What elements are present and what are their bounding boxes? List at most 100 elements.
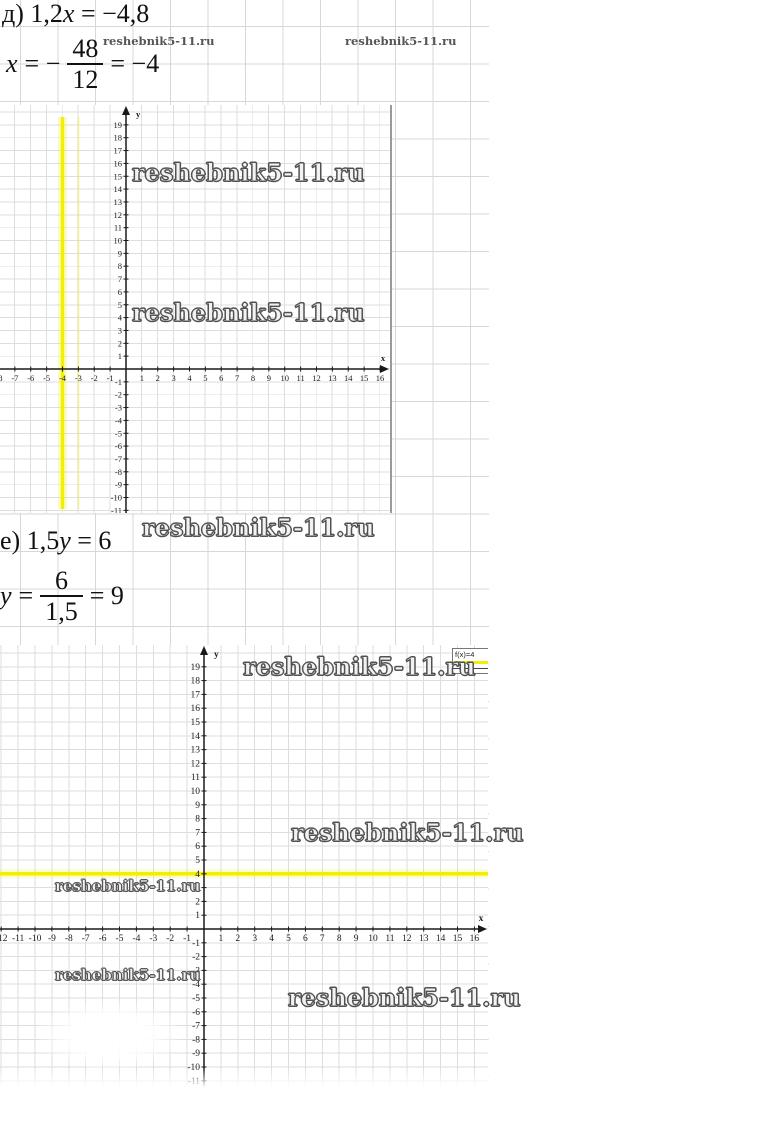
watermark: reshebnik5-11.ru (132, 158, 366, 188)
y-tick-label: 6 (118, 287, 122, 297)
y-tick-label: 16 (114, 158, 123, 168)
statement-prefix: д) 1,2 (2, 0, 63, 28)
x-tick-label: -4 (59, 373, 67, 383)
y-tick-label: 7 (118, 274, 122, 284)
graph-y-equals-4: -12-11-10-9-8-7-6-5-4-3-2-11234567891011… (0, 645, 488, 1090)
y-tick-label: 17 (191, 690, 201, 700)
x-tick-label: -2 (166, 934, 174, 944)
y-tick-label: -4 (115, 415, 123, 425)
y-tick-label: -10 (111, 493, 122, 503)
y-tick-label: -11 (188, 1077, 201, 1087)
y-tick-label: 12 (191, 759, 201, 769)
statement-suffix: = 6 (70, 526, 112, 555)
x-tick-label: -8 (0, 373, 3, 383)
x-tick-label: -7 (82, 934, 90, 944)
y-tick-label: 10 (114, 236, 123, 246)
equation-line (0, 872, 488, 876)
y-tick-label: -4 (192, 980, 200, 990)
x-tick-label: 16 (470, 934, 480, 944)
y-tick-label: 14 (114, 184, 123, 194)
y-tick-label: -11 (111, 505, 122, 513)
x-tick-label: -6 (99, 934, 107, 944)
y-tick-label: 11 (114, 223, 122, 233)
x-tick-label: 16 (376, 373, 385, 383)
y-tick-label: 17 (114, 146, 123, 156)
y-tick-label: -1 (192, 939, 200, 949)
y-tick-label: 13 (114, 197, 123, 207)
y-tick-label: 4 (118, 313, 123, 323)
x-tick-label: 2 (156, 373, 160, 383)
x-tick-label: 12 (402, 934, 412, 944)
x-tick-label: 6 (303, 934, 308, 944)
fraction-denominator: 12 (67, 63, 104, 94)
y-tick-label: 15 (114, 171, 123, 181)
y-tick-label: -6 (115, 441, 122, 451)
x-tick-label: 8 (251, 373, 255, 383)
y-tick-label: -6 (192, 1008, 200, 1018)
y-tick-label: -5 (192, 994, 200, 1004)
y-tick-label: 10 (191, 787, 201, 797)
y-tick-label: -3 (192, 966, 200, 976)
x-tick-label: -12 (0, 934, 8, 944)
graph2-canvas: -12-11-10-9-8-7-6-5-4-3-2-11234567891011… (0, 646, 488, 1090)
x-tick-label: 13 (419, 934, 429, 944)
y-tick-label: 2 (118, 338, 122, 348)
problem-e-solution: y = 6 1,5 = 9 (0, 566, 124, 626)
problem-e-statement: е) 1,5y = 6 (0, 526, 112, 556)
x-tick-label: 12 (312, 373, 321, 383)
y-tick-label: 18 (114, 133, 123, 143)
y-tick-label: 2 (195, 897, 200, 907)
watermark: reshebnik5-11.ru (55, 877, 201, 896)
x-tick-label: -7 (11, 373, 18, 383)
y-tick-label: 12 (114, 210, 123, 220)
x-tick-label: 11 (385, 934, 394, 944)
x-tick-label: -4 (132, 934, 140, 944)
y-tick-label: 19 (114, 120, 123, 130)
y-tick-label: -9 (115, 480, 122, 490)
x-axis-label: x (381, 353, 386, 363)
x-tick-label: 7 (235, 373, 239, 383)
x-tick-label: 7 (320, 934, 325, 944)
x-tick-label: -5 (116, 934, 124, 944)
legend-label: f(x)=4 (455, 650, 475, 659)
x-tick-label: -11 (12, 934, 25, 944)
equation-line-ghost (77, 117, 80, 509)
x-tick-label: 6 (219, 373, 223, 383)
x-tick-label: 8 (337, 934, 342, 944)
fraction-denominator: 1,5 (40, 595, 83, 626)
x-tick-label: -5 (43, 373, 50, 383)
x-tick-label: 9 (267, 373, 271, 383)
fraction-numerator: 6 (54, 566, 68, 595)
y-tick-label: 18 (191, 677, 201, 687)
watermark: reshebnik5-11.ru (291, 818, 525, 848)
y-axis-arrow (200, 646, 208, 655)
y-tick-label: 3 (118, 325, 122, 335)
legend-divider (453, 668, 488, 669)
x-tick-label: -8 (65, 934, 73, 944)
y-tick-label: -8 (115, 467, 122, 477)
y-tick-label: -2 (115, 390, 122, 400)
x-tick-label: 15 (453, 934, 463, 944)
x-axis-label: x (479, 914, 484, 924)
y-tick-label: 13 (191, 746, 201, 756)
watermark: reshebnik5-11.ru (55, 966, 201, 985)
x-tick-label: -9 (48, 934, 56, 944)
problem-d-solution: x = − 48 12 = −4 (6, 34, 159, 94)
watermark: reshebnik5-11.ru (243, 652, 477, 682)
equals-sign: = (18, 580, 34, 610)
solution-variable: x (6, 48, 18, 78)
equation-line (60, 117, 65, 509)
x-tick-label: 3 (172, 373, 176, 383)
x-tick-label: 15 (360, 373, 369, 383)
x-tick-label: 10 (281, 373, 290, 383)
x-axis-arrow (478, 925, 487, 933)
solution-result: = 9 (89, 580, 124, 610)
statement-prefix: е) 1,5 (0, 526, 60, 555)
x-tick-label: -6 (27, 373, 34, 383)
y-axis-label: y (136, 109, 141, 119)
x-tick-label: -3 (75, 373, 82, 383)
x-tick-label: 5 (203, 373, 207, 383)
y-tick-label: -9 (192, 1049, 200, 1059)
variable-x: x (62, 0, 75, 28)
